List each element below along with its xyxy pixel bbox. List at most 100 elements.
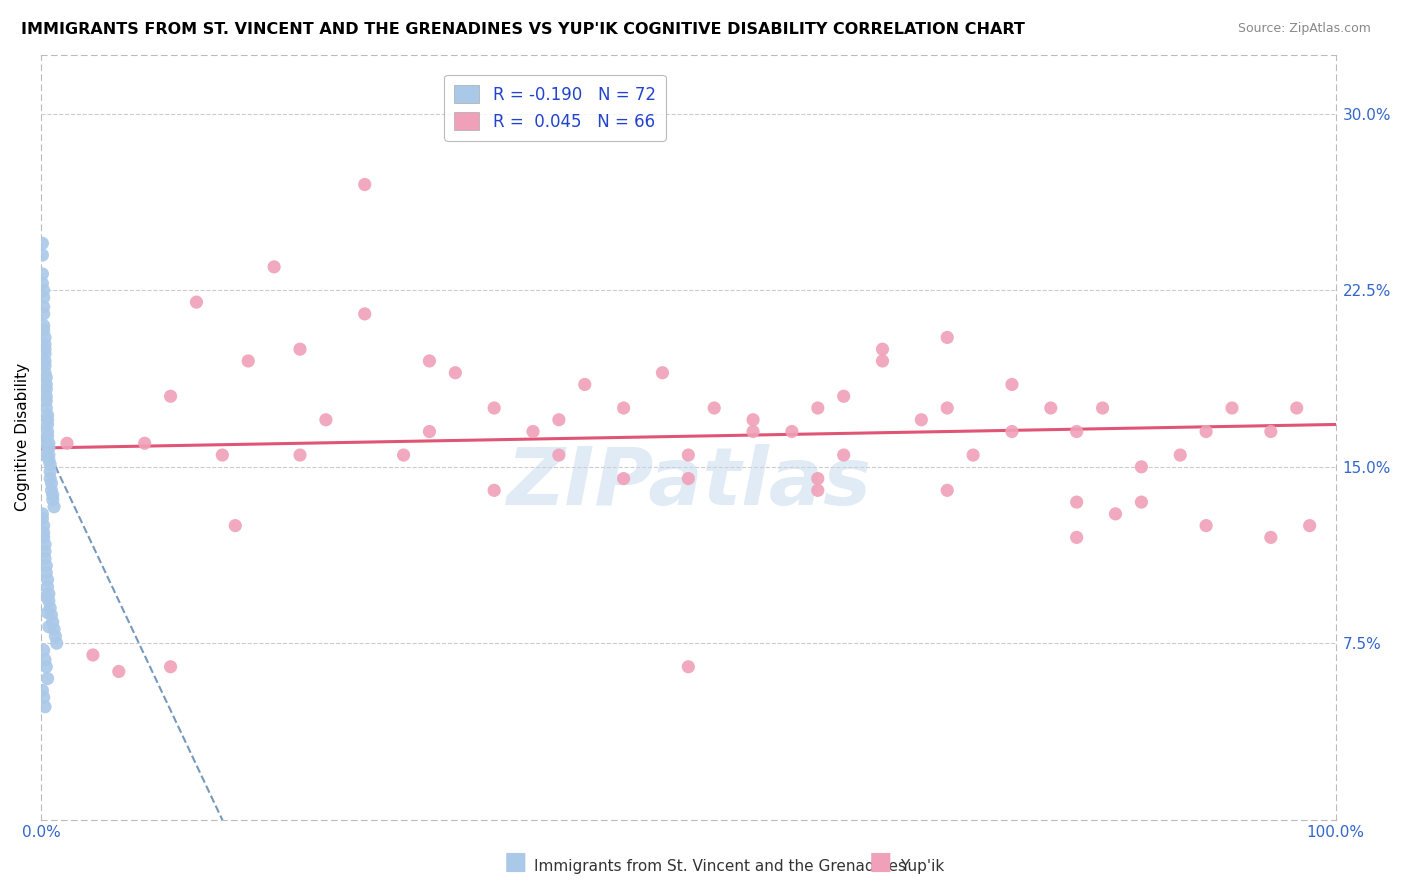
Point xyxy=(807,472,830,486)
Point xyxy=(35,370,58,384)
Text: ■: ■ xyxy=(503,850,527,874)
Point xyxy=(263,260,285,274)
Point xyxy=(35,401,58,415)
Legend: R = -0.190   N = 72, R =  0.045   N = 66: R = -0.190 N = 72, R = 0.045 N = 66 xyxy=(444,75,665,141)
Point xyxy=(34,544,56,558)
Point xyxy=(651,366,673,380)
Point xyxy=(34,366,56,380)
Point xyxy=(39,465,62,479)
Point xyxy=(574,377,596,392)
Point xyxy=(936,401,959,415)
Point xyxy=(742,425,765,439)
Point xyxy=(39,458,62,472)
Point xyxy=(32,290,55,304)
Point xyxy=(34,337,56,351)
Point xyxy=(37,672,59,686)
Point xyxy=(288,448,311,462)
Point xyxy=(34,653,56,667)
Point xyxy=(1298,518,1320,533)
Point xyxy=(32,690,55,705)
Text: Yup'ik: Yup'ik xyxy=(900,859,943,874)
Point xyxy=(38,620,60,634)
Point xyxy=(548,413,571,427)
Point xyxy=(31,277,53,291)
Point xyxy=(37,425,59,439)
Point xyxy=(42,488,65,502)
Point xyxy=(482,401,505,415)
Point xyxy=(1066,495,1088,509)
Point xyxy=(35,566,58,580)
Point xyxy=(780,425,803,439)
Point xyxy=(159,659,181,673)
Point xyxy=(35,377,58,392)
Point xyxy=(32,300,55,314)
Point xyxy=(31,248,53,262)
Point xyxy=(82,648,104,662)
Point xyxy=(936,330,959,344)
Point xyxy=(1220,401,1243,415)
Point xyxy=(1001,425,1024,439)
Point xyxy=(34,342,56,356)
Point xyxy=(38,448,60,462)
Text: Immigrants from St. Vincent and the Grenadines: Immigrants from St. Vincent and the Gren… xyxy=(534,859,907,874)
Text: ■: ■ xyxy=(869,850,893,874)
Point xyxy=(548,448,571,462)
Point xyxy=(1104,507,1126,521)
Point xyxy=(936,483,959,498)
Point xyxy=(910,413,932,427)
Point xyxy=(37,606,59,620)
Point xyxy=(807,401,830,415)
Point xyxy=(159,389,181,403)
Point xyxy=(34,354,56,368)
Point xyxy=(613,472,636,486)
Point xyxy=(41,483,63,498)
Point xyxy=(1195,518,1218,533)
Point xyxy=(45,636,67,650)
Point xyxy=(39,601,62,615)
Point xyxy=(34,699,56,714)
Point xyxy=(1130,495,1153,509)
Point xyxy=(1260,530,1282,544)
Point xyxy=(186,295,208,310)
Y-axis label: Cognitive Disability: Cognitive Disability xyxy=(15,363,30,511)
Point xyxy=(56,436,79,450)
Point xyxy=(418,354,440,368)
Point xyxy=(832,448,855,462)
Point xyxy=(418,425,440,439)
Point xyxy=(42,622,65,636)
Point xyxy=(742,413,765,427)
Point xyxy=(678,448,700,462)
Point xyxy=(522,425,544,439)
Point xyxy=(31,511,53,525)
Point xyxy=(35,659,58,673)
Point xyxy=(1001,377,1024,392)
Point xyxy=(37,580,59,594)
Point xyxy=(1168,448,1191,462)
Point xyxy=(678,659,700,673)
Point xyxy=(315,413,337,427)
Point xyxy=(31,507,53,521)
Point xyxy=(38,436,60,450)
Point xyxy=(482,483,505,498)
Point xyxy=(37,413,59,427)
Point xyxy=(42,492,65,507)
Point xyxy=(31,267,53,281)
Point xyxy=(392,448,415,462)
Point xyxy=(962,448,984,462)
Point xyxy=(31,683,53,698)
Point xyxy=(1091,401,1114,415)
Point xyxy=(1066,530,1088,544)
Point xyxy=(34,359,56,373)
Point xyxy=(832,389,855,403)
Point xyxy=(37,417,59,432)
Point xyxy=(288,342,311,356)
Point xyxy=(37,429,59,443)
Point xyxy=(35,389,58,403)
Point xyxy=(1130,459,1153,474)
Point xyxy=(678,472,700,486)
Point xyxy=(35,558,58,573)
Point xyxy=(41,607,63,622)
Point xyxy=(34,436,56,450)
Point xyxy=(703,401,725,415)
Point xyxy=(32,518,55,533)
